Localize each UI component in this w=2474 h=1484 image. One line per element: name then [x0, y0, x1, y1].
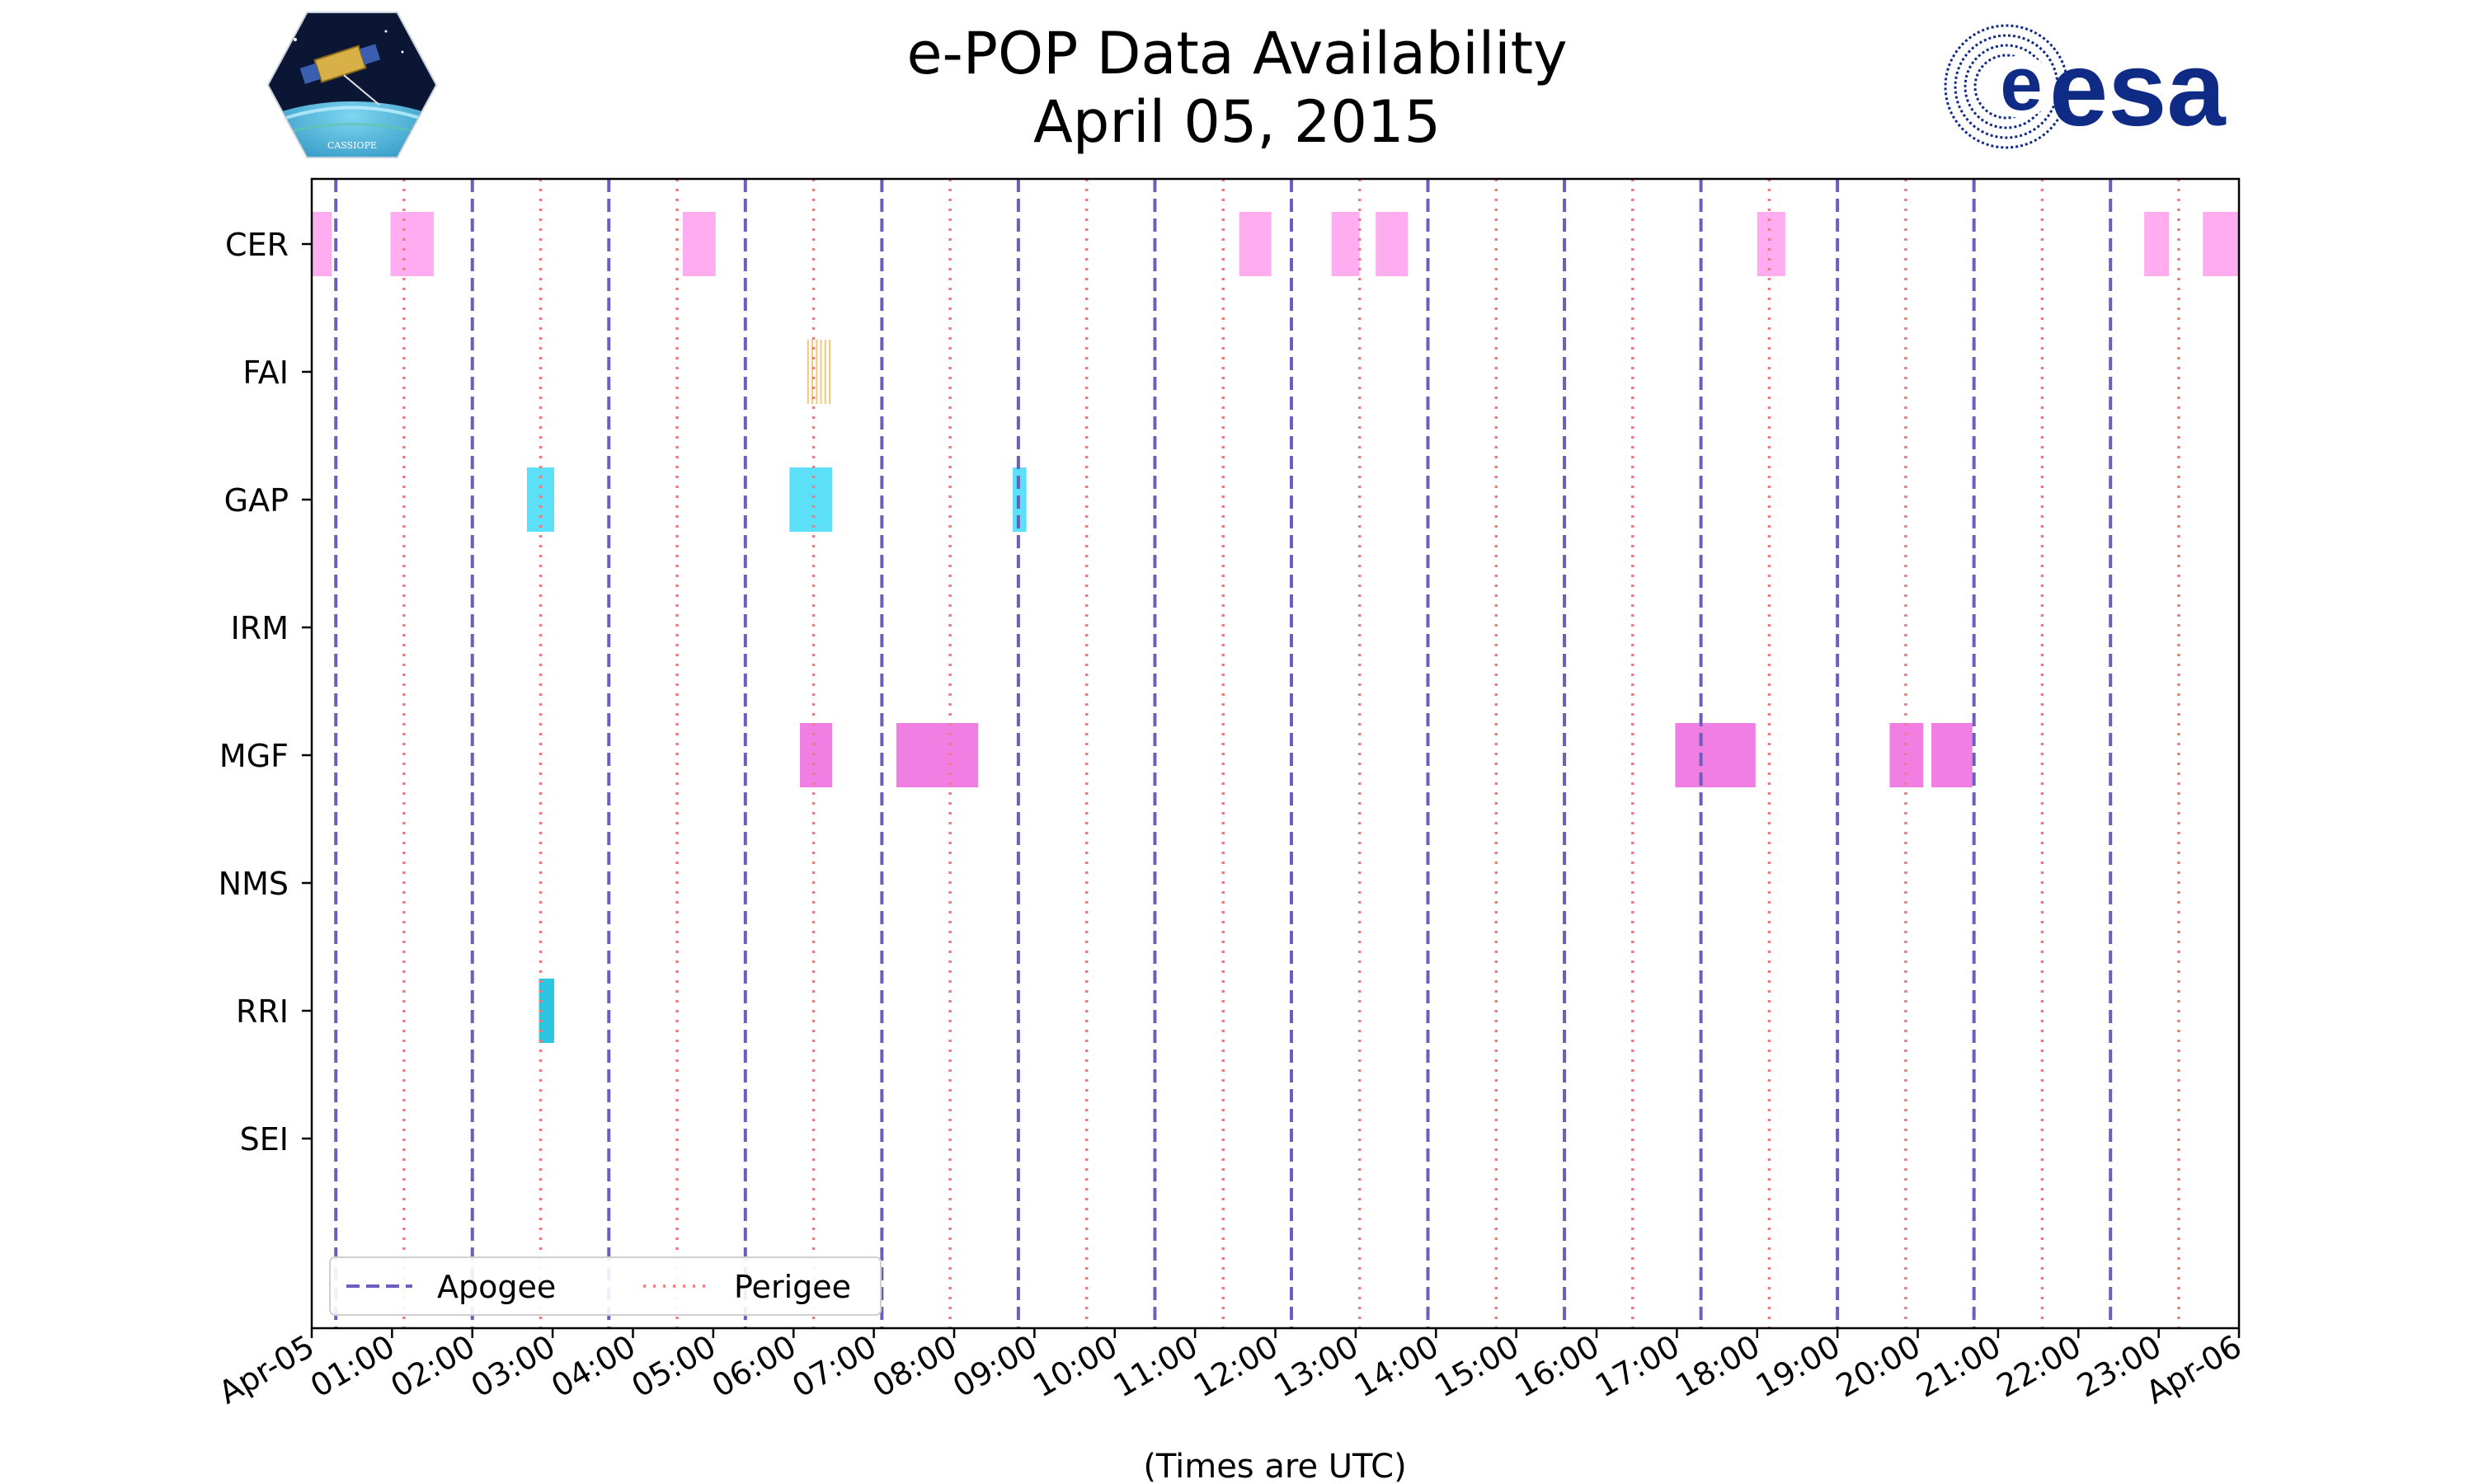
x-tick-label-18: 18:00	[1669, 1328, 1766, 1405]
segment-mgf-1	[896, 723, 979, 787]
x-tick-label-4: 04:00	[545, 1328, 642, 1405]
x-tick-label-8: 08:00	[867, 1328, 963, 1405]
orbit-events-layer	[334, 179, 2180, 1328]
legend-label-apogee: Apogee	[437, 1269, 556, 1305]
y-tick-label-sei: SEI	[240, 1121, 289, 1158]
x-tick-label-7: 07:00	[786, 1328, 882, 1405]
x-tick-label-10: 10:00	[1027, 1328, 1123, 1405]
x-tick-label-13: 13:00	[1268, 1328, 1365, 1405]
x-tick-label-16: 16:00	[1509, 1328, 1606, 1405]
x-tick-label-9: 09:00	[947, 1328, 1043, 1405]
x-tick-label-2: 02:00	[384, 1328, 481, 1405]
segment-mgf-2	[1675, 723, 1756, 787]
x-tick-label-5: 05:00	[626, 1328, 722, 1405]
y-axis: CER FAI GAP IRM MGF NMS RRI SEI	[219, 227, 312, 1158]
x-tick-label-1: 01:00	[304, 1328, 401, 1405]
x-tick-label-20: 20:00	[1830, 1328, 1926, 1405]
y-tick-label-cer: CER	[225, 227, 289, 263]
y-tick-label-gap: GAP	[224, 482, 289, 519]
y-tick-label-fai: FAI	[242, 355, 289, 391]
y-tick-label-nms: NMS	[219, 866, 289, 902]
svg-text:e: e	[2000, 42, 2042, 126]
x-tick-label-21: 21:00	[1911, 1328, 2007, 1405]
esa-logo-text: esa	[2049, 31, 2226, 148]
x-tick-label-6: 06:00	[706, 1328, 802, 1405]
x-tick-label-3: 03:00	[465, 1328, 562, 1405]
segments-layer	[312, 212, 2239, 1043]
legend: Apogee Perigee	[329, 1256, 882, 1316]
segment-cer-3	[1239, 212, 1272, 276]
segment-cer-2	[682, 212, 716, 276]
x-tick-label-22: 22:00	[1991, 1328, 2087, 1405]
esa-emblem-icon: e	[1944, 24, 2069, 149]
cassiope-logo-text: CASSIOPE	[327, 140, 377, 151]
x-tick-label-0: Apr-05	[213, 1328, 321, 1411]
segment-cer-0	[312, 212, 332, 276]
segment-cer-1	[390, 212, 435, 276]
x-tick-label-11: 11:00	[1108, 1328, 1204, 1405]
segment-gap-1	[789, 467, 832, 532]
segment-rri-0	[539, 979, 555, 1043]
chart-title-line2: April 05, 2015	[1033, 88, 1441, 156]
esa-logo: e esa	[1944, 24, 2226, 149]
y-tick-label-rri: RRI	[236, 993, 289, 1030]
x-tick-label-19: 19:00	[1750, 1328, 1846, 1405]
x-axis-label: (Times are UTC)	[1143, 1448, 1406, 1484]
chart-title-line1: e-POP Data Availability	[906, 20, 1568, 87]
legend-label-perigee: Perigee	[734, 1269, 851, 1305]
x-axis: Apr-0501:0002:0003:0004:0005:0006:0007:0…	[213, 1328, 2248, 1411]
cassiope-logo: CASSIOPE	[266, 12, 438, 158]
y-tick-label-mgf: MGF	[219, 738, 289, 774]
x-tick-label-15: 15:00	[1428, 1328, 1525, 1405]
segment-cer-7	[2144, 212, 2170, 276]
segment-cer-5	[1376, 212, 1409, 276]
legend-box	[329, 1256, 882, 1316]
y-tick-label-irm: IRM	[231, 610, 289, 646]
segment-mgf-4	[1931, 723, 1973, 787]
x-tick-label-12: 12:00	[1188, 1328, 1284, 1405]
segment-cer-4	[1331, 212, 1360, 276]
segment-mgf-0	[800, 723, 832, 787]
x-tick-label-17: 17:00	[1589, 1328, 1686, 1405]
x-tick-label-14: 14:00	[1348, 1328, 1445, 1405]
segment-cer-8	[2203, 212, 2239, 276]
segment-cer-6	[1757, 212, 1785, 276]
